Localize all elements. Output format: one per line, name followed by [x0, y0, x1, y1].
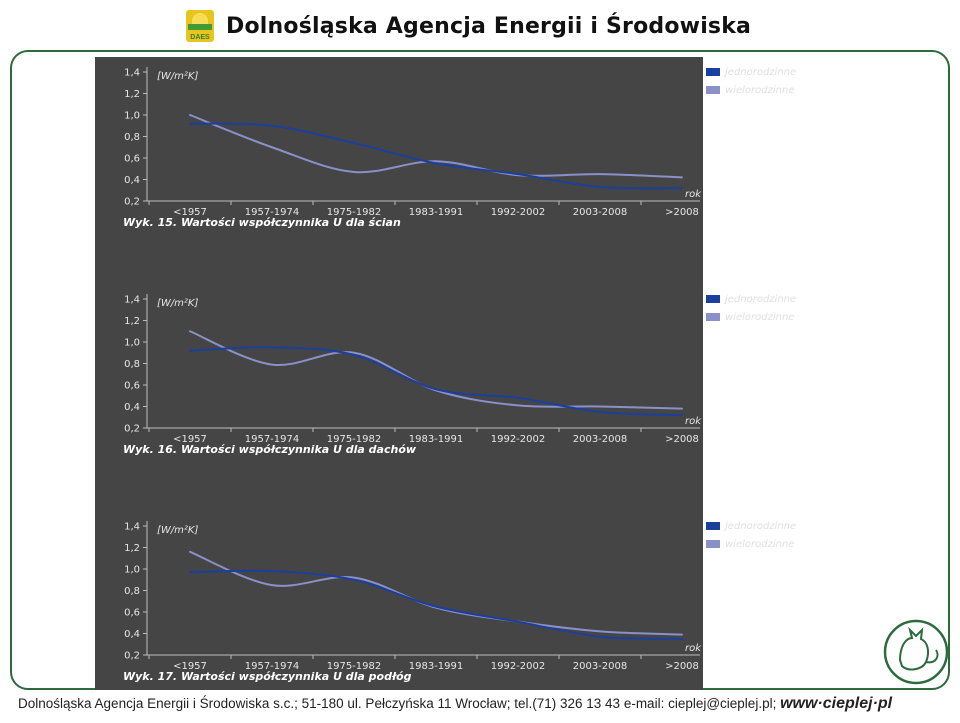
daes-logo-icon: DAES	[186, 10, 214, 42]
y-axis-label: [W/m²K]	[157, 71, 198, 82]
x-tick-label: 1992-2002	[491, 207, 546, 218]
y-tick-label: 1,4	[124, 68, 140, 79]
series-line-wielorodzinne	[189, 114, 683, 179]
footer: Dolnośląska Agencja Energii i Środowiska…	[18, 695, 892, 713]
y-tick-label: 0,4	[124, 402, 140, 413]
logo-text: DAES	[190, 34, 210, 41]
x-axis-label: rok	[685, 643, 702, 654]
series-line-jednorodzinne	[189, 346, 683, 417]
x-tick-label: >2008	[665, 207, 699, 218]
legend-roofs: jednorodzinne wielorodzinne	[706, 290, 796, 326]
legend-label: wielorodzinne	[725, 538, 795, 550]
series-line-jednorodzinne	[189, 569, 683, 640]
x-tick-label: 2003-2008	[573, 434, 628, 445]
x-tick-label: 2003-2008	[573, 661, 628, 672]
y-tick-label: 1,0	[124, 338, 140, 349]
x-tick-label: 1975-1982	[327, 207, 382, 218]
chart-caption-walls: Wyk. 15. Wartości współczynnika U dla śc…	[123, 216, 401, 229]
legend-label: jednorodzinne	[725, 293, 797, 305]
x-axis-label: rok	[685, 416, 702, 427]
y-tick-label: 0,2	[124, 424, 140, 435]
footer-address: Dolnośląska Agencja Energii i Środowiska…	[18, 696, 777, 711]
legend-floors: jednorodzinne wielorodzinne	[706, 517, 796, 553]
y-tick-label: 1,0	[124, 111, 140, 122]
x-tick-label: <1957	[173, 207, 207, 218]
series-line-wielorodzinne	[189, 550, 683, 636]
chart-floors: 1,4 1,2 1,0 0,8 0,6 0,4 0,2 [W/m²K] <1957 1957-19…	[124, 521, 702, 672]
x-tick-label: >2008	[665, 661, 699, 672]
x-tick-label: 1975-1982	[327, 434, 382, 445]
chart-caption-roofs: Wyk. 16. Wartości współczynnika U dla da…	[123, 443, 417, 456]
x-tick-label: 1957-1974	[245, 207, 300, 218]
legend-label: jednorodzinne	[725, 520, 797, 532]
chart-caption-floors: Wyk. 17. Wartości współczynnika U dla po…	[123, 670, 412, 683]
y-tick-label: 1,2	[124, 316, 140, 327]
y-tick-label: 0,8	[124, 359, 140, 370]
legend-walls: jednorodzinne wielorodzinne	[706, 63, 796, 99]
x-tick-label: 1992-2002	[491, 661, 546, 672]
y-tick-label: 1,4	[124, 295, 140, 306]
page-title: Dolnośląska Agencja Energii i Środowiska	[226, 14, 752, 39]
y-axis-label: [W/m²K]	[157, 525, 198, 536]
legend-swatch	[706, 522, 720, 530]
y-tick-label: 0,8	[124, 586, 140, 597]
y-tick-label: 0,6	[124, 381, 140, 392]
x-tick-label: <1957	[173, 434, 207, 445]
y-tick-label: 0,6	[124, 608, 140, 619]
legend-swatch	[706, 313, 720, 321]
chart-roofs: 1,4 1,2 1,0 0,8 0,6 0,4 0,2 [W/m²K] <1957 1957-19…	[124, 294, 702, 445]
legend-item-jednorodzinne: jednorodzinne	[706, 517, 796, 535]
legend-item-wielorodzinne: wielorodzinne	[706, 535, 796, 553]
cat-logo-icon	[883, 619, 949, 685]
legend-swatch	[706, 86, 720, 94]
x-tick-label: 1957-1974	[245, 434, 300, 445]
y-axis-label: [W/m²K]	[157, 298, 198, 309]
legend-swatch	[706, 295, 720, 303]
chart-walls: 1,4 1,2 1,0 0,8 0,6 0,4 0,2 [W/m²K] <1957 1957-19…	[124, 67, 702, 218]
x-tick-label: 1975-1982	[327, 661, 382, 672]
legend-swatch	[706, 68, 720, 76]
legend-item-jednorodzinne: jednorodzinne	[706, 63, 796, 81]
legend-item-wielorodzinne: wielorodzinne	[706, 308, 796, 326]
legend-label: wielorodzinne	[725, 311, 795, 323]
y-tick-label: 0,4	[124, 629, 140, 640]
y-tick-label: 1,2	[124, 89, 140, 100]
series-line-jednorodzinne	[189, 122, 683, 190]
legend-label: jednorodzinne	[725, 66, 797, 78]
x-tick-label: 1992-2002	[491, 434, 546, 445]
x-tick-label: <1957	[173, 661, 207, 672]
x-tick-label: 1983-1991	[409, 207, 464, 218]
legend-item-wielorodzinne: wielorodzinne	[706, 81, 796, 99]
y-tick-label: 0,8	[124, 132, 140, 143]
x-tick-label: 1983-1991	[409, 434, 464, 445]
legend-label: wielorodzinne	[725, 84, 795, 96]
y-tick-label: 1,0	[124, 565, 140, 576]
header: DAES Dolnośląska Agencja Energii i Środo…	[0, 0, 960, 50]
y-tick-label: 0,4	[124, 175, 140, 186]
y-tick-label: 0,6	[124, 154, 140, 165]
x-tick-label: 1957-1974	[245, 661, 300, 672]
y-tick-label: 0,2	[124, 651, 140, 662]
x-tick-label: >2008	[665, 434, 699, 445]
legend-item-jednorodzinne: jednorodzinne	[706, 290, 796, 308]
legend-swatch	[706, 540, 720, 548]
x-tick-label: 1983-1991	[409, 661, 464, 672]
y-tick-label: 0,2	[124, 197, 140, 208]
y-tick-label: 1,4	[124, 522, 140, 533]
footer-website-link[interactable]: www·cieplej·pl	[780, 695, 893, 712]
x-tick-label: 2003-2008	[573, 207, 628, 218]
x-axis-label: rok	[685, 189, 702, 200]
y-tick-label: 1,2	[124, 543, 140, 554]
series-line-wielorodzinne	[189, 330, 683, 410]
